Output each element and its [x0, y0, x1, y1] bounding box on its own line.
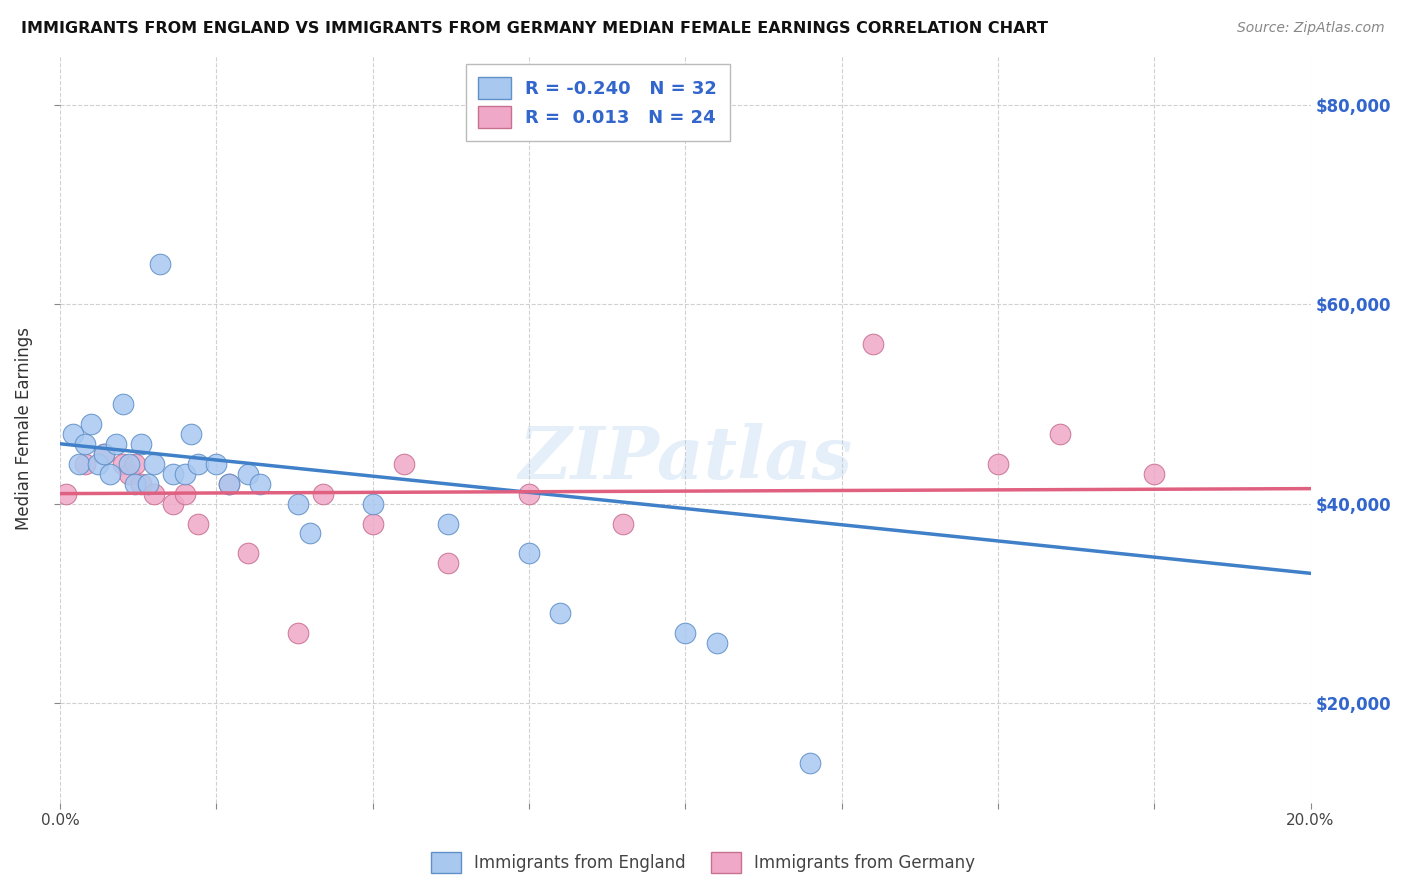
Point: [799, 756, 821, 770]
Legend: Immigrants from England, Immigrants from Germany: Immigrants from England, Immigrants from…: [425, 846, 981, 880]
Point: [180, 426, 202, 441]
Point: [124, 457, 146, 471]
Point: [1143, 467, 1166, 481]
Point: [142, 486, 165, 500]
Point: [673, 626, 696, 640]
Legend: R = -0.240   N = 32, R =  0.013   N = 24: R = -0.240 N = 32, R = 0.013 N = 24: [465, 64, 730, 141]
Point: [93, 447, 115, 461]
Point: [299, 526, 322, 541]
Point: [98, 467, 121, 481]
Point: [67, 457, 90, 471]
Text: Source: ZipAtlas.com: Source: ZipAtlas.com: [1237, 21, 1385, 36]
Point: [124, 476, 146, 491]
Point: [287, 497, 309, 511]
Point: [236, 467, 259, 481]
Point: [517, 486, 540, 500]
Point: [436, 557, 458, 571]
Point: [174, 486, 197, 500]
Point: [136, 476, 159, 491]
Point: [1049, 426, 1071, 441]
Point: [862, 337, 884, 351]
Point: [236, 546, 259, 560]
Point: [361, 497, 384, 511]
Point: [111, 397, 134, 411]
Point: [118, 467, 141, 481]
Point: [987, 457, 1010, 471]
Point: [187, 457, 209, 471]
Point: [131, 476, 153, 491]
Point: [392, 457, 415, 471]
Point: [162, 467, 184, 481]
Point: [205, 457, 228, 471]
Y-axis label: Median Female Earnings: Median Female Earnings: [15, 327, 32, 531]
Point: [249, 476, 271, 491]
Point: [86, 457, 108, 471]
Point: [131, 437, 153, 451]
Text: IMMIGRANTS FROM ENGLAND VS IMMIGRANTS FROM GERMANY MEDIAN FEMALE EARNINGS CORREL: IMMIGRANTS FROM ENGLAND VS IMMIGRANTS FR…: [21, 21, 1047, 37]
Point: [93, 447, 115, 461]
Point: [612, 516, 634, 531]
Point: [287, 626, 309, 640]
Point: [142, 457, 165, 471]
Point: [55, 486, 77, 500]
Point: [218, 476, 240, 491]
Point: [62, 426, 84, 441]
Point: [149, 257, 172, 271]
Point: [517, 546, 540, 560]
Point: [105, 437, 128, 451]
Point: [361, 516, 384, 531]
Point: [436, 516, 458, 531]
Point: [80, 417, 103, 431]
Point: [111, 457, 134, 471]
Point: [218, 476, 240, 491]
Point: [548, 606, 571, 620]
Point: [174, 467, 197, 481]
Point: [75, 457, 97, 471]
Point: [187, 516, 209, 531]
Text: ZIPatlas: ZIPatlas: [519, 423, 852, 494]
Point: [118, 457, 141, 471]
Point: [162, 497, 184, 511]
Point: [75, 437, 97, 451]
Point: [311, 486, 333, 500]
Point: [706, 636, 728, 650]
